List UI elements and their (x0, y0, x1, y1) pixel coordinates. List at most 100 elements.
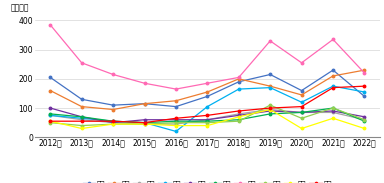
天津 (331, 117, 335, 119)
山東 (79, 116, 84, 118)
Legend: 北京, 広東, 湖北, 江蘇, 递宁, 山東, 上海, 四川, 天津, 浙江: 北京, 広東, 湖北, 江蘇, 递宁, 山東, 上海, 四川, 天津, 浙江 (83, 180, 332, 183)
広東 (205, 91, 210, 93)
広東 (142, 103, 147, 105)
湖北 (268, 108, 273, 111)
江蘇 (142, 122, 147, 124)
山東 (299, 111, 304, 113)
江蘇 (48, 114, 53, 116)
四川 (331, 107, 335, 109)
天津 (362, 127, 367, 130)
Text: （社数）: （社数） (10, 3, 29, 12)
递宁 (299, 111, 304, 113)
北京 (205, 95, 210, 98)
広東 (237, 78, 241, 80)
浙江 (111, 120, 116, 122)
递宁 (174, 119, 178, 121)
Line: 湖北: 湖北 (49, 108, 366, 125)
四川 (268, 104, 273, 106)
上海 (142, 82, 147, 84)
Line: 上海: 上海 (49, 24, 366, 90)
Line: 天津: 天津 (49, 108, 366, 130)
四川 (362, 119, 367, 121)
浙江 (362, 85, 367, 87)
広東 (268, 85, 273, 87)
北京 (111, 104, 116, 106)
上海 (79, 62, 84, 64)
湖北 (331, 111, 335, 113)
四川 (48, 122, 53, 124)
北京 (237, 81, 241, 83)
递宁 (142, 119, 147, 121)
上海 (174, 88, 178, 90)
递宁 (111, 122, 116, 124)
上海 (331, 38, 335, 41)
湖北 (205, 119, 210, 121)
江蘇 (205, 105, 210, 108)
山東 (205, 120, 210, 122)
天津 (79, 127, 84, 130)
递宁 (237, 114, 241, 116)
浙江 (299, 105, 304, 108)
上海 (268, 40, 273, 42)
上海 (362, 72, 367, 74)
上海 (237, 76, 241, 79)
递宁 (48, 107, 53, 109)
山東 (237, 119, 241, 121)
四川 (237, 120, 241, 122)
递宁 (362, 116, 367, 118)
四川 (111, 123, 116, 125)
四川 (174, 122, 178, 124)
広東 (299, 94, 304, 96)
江蘇 (331, 85, 335, 87)
湖北 (362, 119, 367, 121)
湖北 (111, 122, 116, 124)
広東 (48, 89, 53, 92)
Line: 浙江: 浙江 (49, 85, 366, 124)
北京 (362, 95, 367, 98)
上海 (48, 24, 53, 26)
湖北 (174, 123, 178, 125)
上海 (299, 62, 304, 64)
北京 (174, 105, 178, 108)
広東 (362, 69, 367, 71)
山東 (268, 113, 273, 115)
Line: 広東: 広東 (49, 69, 366, 111)
北京 (79, 98, 84, 100)
浙江 (48, 120, 53, 122)
山東 (142, 122, 147, 124)
広東 (174, 100, 178, 102)
江蘇 (111, 120, 116, 122)
北京 (299, 89, 304, 92)
递宁 (268, 110, 273, 112)
上海 (111, 73, 116, 76)
北京 (268, 73, 273, 76)
Line: 递宁: 递宁 (49, 107, 366, 124)
天津 (299, 127, 304, 130)
湖北 (142, 123, 147, 125)
递宁 (331, 110, 335, 112)
江蘇 (362, 91, 367, 93)
浙江 (237, 110, 241, 112)
Line: 四川: 四川 (49, 104, 366, 127)
天津 (142, 123, 147, 125)
天津 (268, 108, 273, 111)
北京 (142, 103, 147, 105)
江蘇 (79, 117, 84, 119)
江蘇 (174, 130, 178, 132)
北京 (331, 69, 335, 71)
天津 (174, 124, 178, 127)
江蘇 (268, 87, 273, 89)
湖北 (299, 111, 304, 113)
江蘇 (299, 101, 304, 103)
天津 (48, 120, 53, 122)
递宁 (79, 116, 84, 118)
広東 (79, 105, 84, 108)
四川 (79, 124, 84, 127)
浙江 (79, 120, 84, 122)
山東 (111, 120, 116, 122)
上海 (205, 82, 210, 84)
広東 (331, 75, 335, 77)
山東 (331, 107, 335, 109)
天津 (237, 116, 241, 118)
山東 (174, 120, 178, 122)
